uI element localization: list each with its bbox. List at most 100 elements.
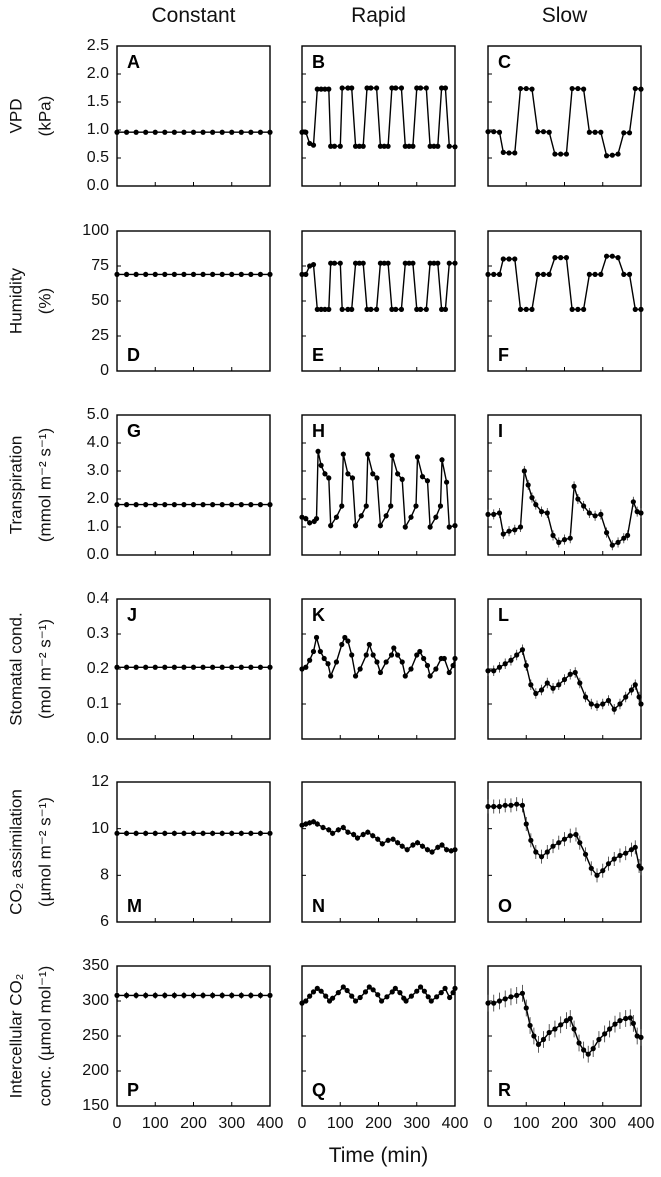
data-point: [123, 992, 130, 999]
row-label: Intercellular CO₂: [6, 974, 25, 1099]
panel-letter: K: [312, 605, 325, 625]
data-point: [615, 151, 621, 157]
data-point: [594, 872, 600, 878]
data-point: [366, 984, 372, 990]
data-point: [257, 992, 264, 999]
data-point: [414, 306, 420, 312]
data-point: [592, 271, 598, 277]
data-point: [363, 503, 369, 509]
data-point: [443, 847, 450, 853]
data-point: [152, 830, 158, 836]
data-point: [181, 271, 187, 277]
data-point: [623, 850, 629, 856]
data-point: [143, 129, 149, 135]
data-point: [491, 1000, 497, 1006]
data-point: [210, 502, 216, 508]
data-point: [384, 994, 390, 1000]
data-point: [485, 803, 491, 810]
data-point: [339, 641, 345, 648]
data-point: [326, 86, 332, 92]
data-point: [381, 260, 387, 266]
y-tick-label: 10: [91, 820, 109, 837]
data-point: [433, 666, 439, 672]
data-point: [452, 523, 458, 529]
data-point: [368, 85, 374, 91]
x-tick-label: 300: [589, 1115, 616, 1132]
data-point: [171, 992, 177, 999]
data-point: [609, 253, 615, 259]
data-point: [433, 514, 439, 520]
data-point: [531, 1033, 537, 1039]
panel-letter: G: [127, 421, 141, 441]
data-point: [363, 652, 369, 658]
panel-frame: [487, 414, 642, 556]
data-point: [349, 652, 355, 658]
data-point: [303, 664, 309, 670]
data-point: [219, 502, 225, 508]
data-point: [370, 471, 376, 477]
data-point: [491, 271, 497, 277]
data-point: [617, 1018, 623, 1024]
y-tick-label: 0.0: [87, 177, 109, 194]
data-point: [303, 516, 309, 522]
data-point: [210, 830, 216, 836]
data-point: [389, 989, 395, 995]
data-point: [544, 680, 550, 686]
column-title: Slow: [542, 4, 588, 27]
y-tick-label: 0: [100, 362, 109, 379]
data-point: [609, 542, 615, 548]
data-point: [257, 502, 264, 508]
data-point: [496, 510, 503, 516]
data-point: [229, 664, 235, 670]
data-point: [392, 985, 398, 992]
data-point: [171, 502, 177, 508]
data-point: [452, 144, 458, 150]
data-point: [528, 682, 534, 688]
data-point: [364, 85, 370, 91]
y-tick-label: 12: [91, 773, 109, 790]
y-tick-label: 4.0: [87, 434, 109, 451]
data-point: [586, 129, 592, 135]
data-point: [558, 1022, 564, 1028]
data-point: [181, 992, 187, 999]
data-point: [512, 527, 518, 533]
data-point: [517, 85, 524, 92]
data-point: [181, 830, 187, 836]
data-point: [340, 984, 346, 990]
data-point: [340, 824, 346, 831]
data-point: [435, 844, 441, 850]
data-point: [152, 502, 158, 508]
data-point: [349, 85, 355, 91]
data-point: [598, 511, 604, 517]
data-point: [514, 992, 520, 999]
data-point: [421, 988, 427, 994]
data-point: [366, 641, 372, 648]
data-point: [310, 142, 317, 148]
x-tick-label: 400: [442, 1115, 469, 1132]
panel-letter: F: [498, 345, 509, 365]
data-point: [399, 843, 405, 849]
data-point: [377, 669, 384, 676]
data-point: [414, 652, 420, 658]
data-point: [529, 306, 535, 312]
data-point: [452, 985, 458, 992]
data-point: [257, 664, 264, 670]
panel-letter: A: [127, 52, 140, 72]
data-point: [452, 655, 458, 662]
data-point: [357, 666, 363, 672]
data-point: [114, 830, 120, 836]
data-point: [352, 673, 359, 679]
data-point: [442, 306, 449, 312]
data-point: [229, 992, 235, 999]
data-point: [345, 306, 351, 312]
data-point: [575, 306, 581, 312]
y-tick-label: 3.0: [87, 462, 109, 479]
row-label: (%): [35, 288, 54, 314]
panel-letter: M: [127, 896, 142, 916]
data-point: [114, 129, 120, 135]
data-point: [636, 694, 642, 700]
series-line-B: [302, 87, 456, 148]
data-point: [615, 255, 621, 261]
data-point: [528, 837, 534, 843]
data-point: [200, 271, 206, 277]
